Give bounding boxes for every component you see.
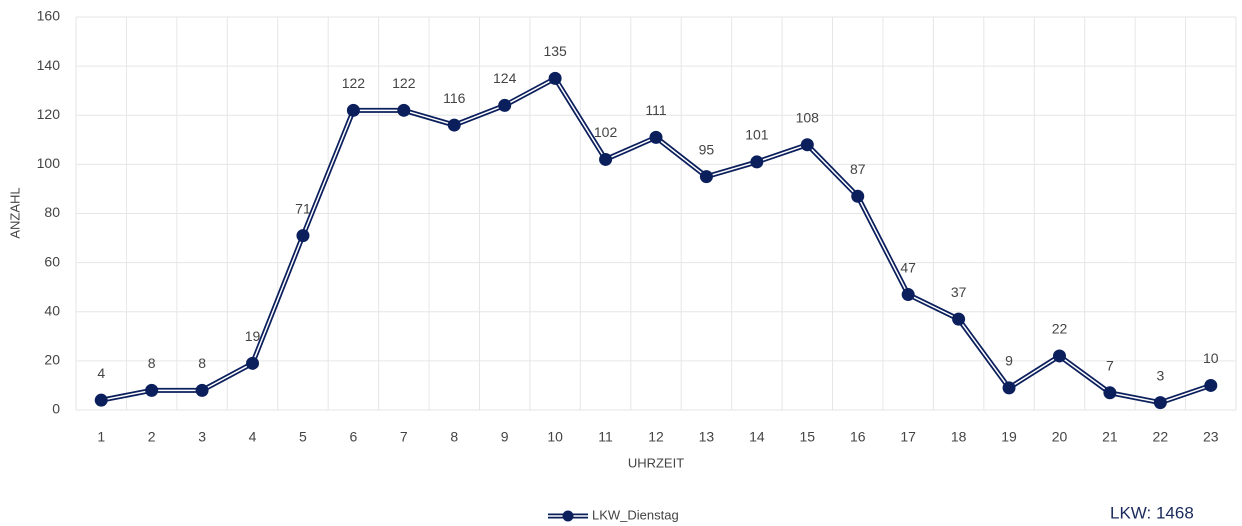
point xyxy=(649,130,663,144)
line-inner xyxy=(101,77,1212,404)
x-tick-label: 14 xyxy=(749,429,765,445)
x-tick-label: 21 xyxy=(1102,429,1118,445)
point xyxy=(94,393,108,407)
data-label: 122 xyxy=(392,75,416,91)
x-tick-label: 4 xyxy=(249,429,257,445)
x-tick-label: 2 xyxy=(148,429,156,445)
x-tick-label: 17 xyxy=(900,429,916,445)
y-tick-label: 60 xyxy=(44,253,60,269)
point xyxy=(397,103,411,117)
x-tick-label: 12 xyxy=(648,429,664,445)
point xyxy=(195,383,209,397)
data-label: 95 xyxy=(699,141,715,157)
y-tick-label: 20 xyxy=(44,352,60,368)
y-axis-label: ANZAHL xyxy=(7,187,22,238)
y-tick-label: 120 xyxy=(37,106,61,122)
legend-label: LKW_Dienstag xyxy=(592,507,679,522)
point xyxy=(952,312,966,326)
data-label: 122 xyxy=(342,75,366,91)
point xyxy=(1153,396,1167,410)
x-tick-label: 5 xyxy=(299,429,307,445)
point xyxy=(1204,378,1218,392)
data-label: 47 xyxy=(900,259,916,275)
x-tick-label: 20 xyxy=(1052,429,1068,445)
annotation: LKW: 1468 xyxy=(1110,503,1194,522)
point xyxy=(498,98,512,112)
legend-marker xyxy=(562,510,574,522)
data-label: 87 xyxy=(850,161,866,177)
data-label: 10 xyxy=(1203,350,1219,366)
data-label: 7 xyxy=(1106,358,1114,374)
x-tick-label: 11 xyxy=(598,429,613,445)
data-label: 8 xyxy=(148,355,156,371)
data-label: 108 xyxy=(796,109,820,125)
point xyxy=(296,229,310,243)
x-tick-label: 1 xyxy=(97,429,105,445)
data-label: 8 xyxy=(198,355,206,371)
data-label: 9 xyxy=(1005,353,1013,369)
data-label: 3 xyxy=(1156,367,1164,383)
x-tick-label: 7 xyxy=(400,429,408,445)
x-tick-label: 15 xyxy=(800,429,816,445)
x-tick-label: 8 xyxy=(450,429,458,445)
point xyxy=(599,152,613,166)
point xyxy=(699,170,713,184)
x-tick-label: 23 xyxy=(1203,429,1219,445)
point xyxy=(548,71,562,85)
x-tick-label: 6 xyxy=(349,429,357,445)
point xyxy=(800,138,814,152)
point xyxy=(1002,381,1016,395)
data-label: 37 xyxy=(951,284,967,300)
point xyxy=(145,383,159,397)
data-label: 111 xyxy=(645,102,666,118)
y-tick-label: 40 xyxy=(44,302,60,318)
x-tick-label: 9 xyxy=(501,429,509,445)
data-label: 135 xyxy=(543,43,567,59)
x-tick-label: 16 xyxy=(850,429,866,445)
x-tick-label: 3 xyxy=(198,429,206,445)
y-tick-label: 0 xyxy=(52,401,60,417)
point xyxy=(1103,386,1117,400)
data-label: 4 xyxy=(97,365,105,381)
data-label: 22 xyxy=(1052,321,1068,337)
y-tick-label: 140 xyxy=(37,57,61,73)
point xyxy=(901,288,915,302)
data-label: 101 xyxy=(745,127,769,143)
y-tick-label: 100 xyxy=(37,155,61,171)
x-tick-label: 19 xyxy=(1001,429,1017,445)
data-label: 124 xyxy=(493,70,517,86)
point xyxy=(1052,349,1066,363)
data-label: 19 xyxy=(245,328,261,344)
y-tick-label: 160 xyxy=(37,8,61,24)
data-label: 102 xyxy=(594,124,618,140)
x-tick-label: 10 xyxy=(547,429,563,445)
x-tick-label: 22 xyxy=(1153,429,1169,445)
point xyxy=(246,356,260,370)
data-label: 116 xyxy=(443,90,466,106)
point xyxy=(447,118,461,132)
point xyxy=(346,103,360,117)
line xyxy=(100,75,1212,406)
point xyxy=(750,155,764,169)
data-label: 71 xyxy=(295,200,311,216)
y-tick-label: 80 xyxy=(44,204,60,220)
x-tick-label: 18 xyxy=(951,429,967,445)
x-tick-label: 13 xyxy=(699,429,715,445)
x-axis-label: UHRZEIT xyxy=(628,455,684,470)
point xyxy=(851,189,865,203)
